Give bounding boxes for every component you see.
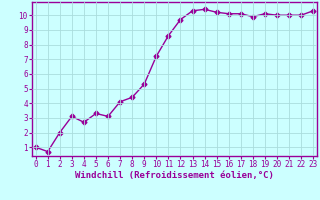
X-axis label: Windchill (Refroidissement éolien,°C): Windchill (Refroidissement éolien,°C) bbox=[75, 171, 274, 180]
